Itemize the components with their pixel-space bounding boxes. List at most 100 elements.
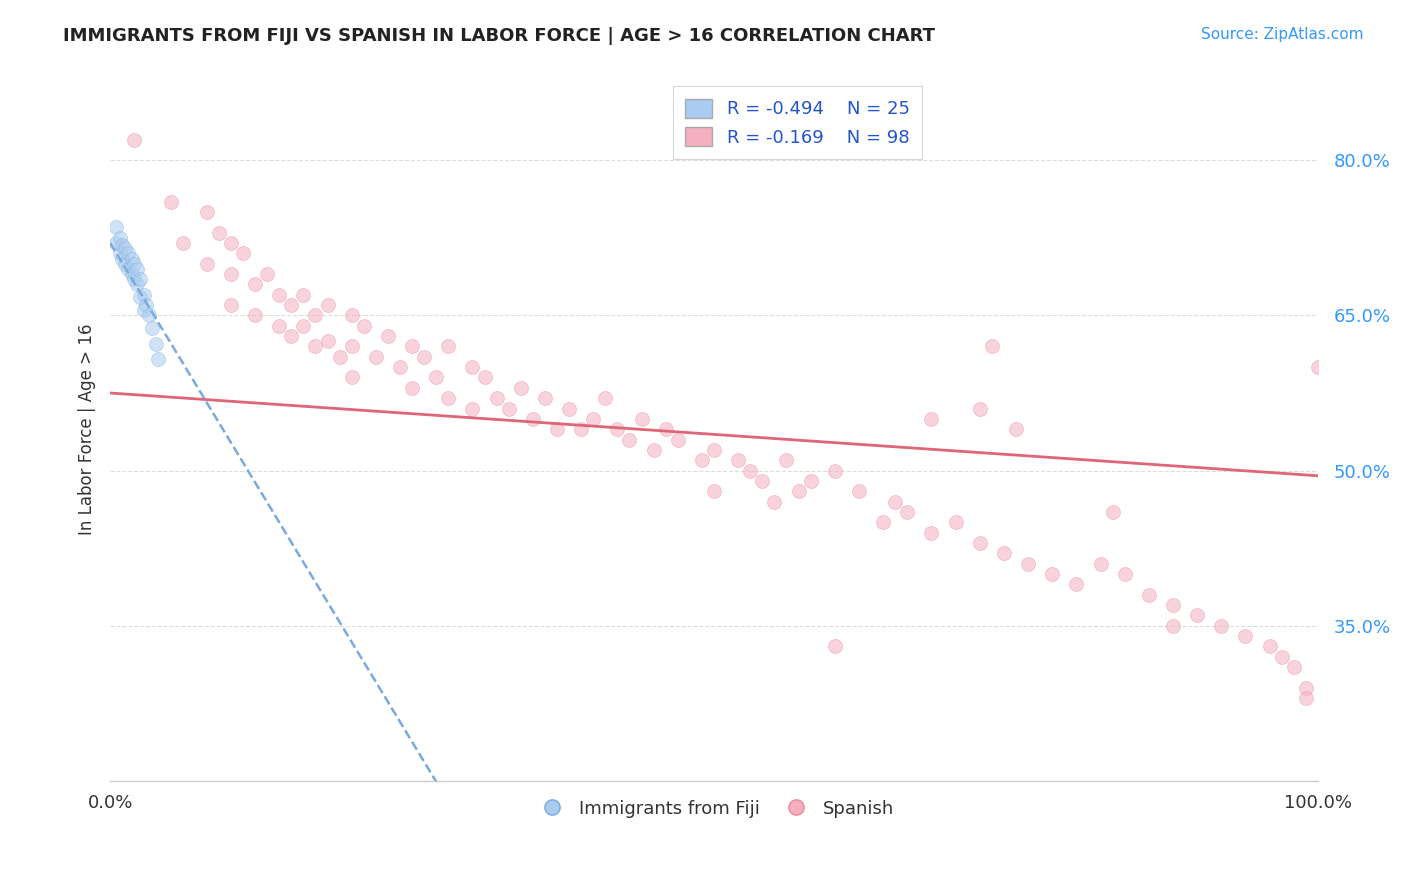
Point bbox=[1161, 598, 1184, 612]
Point bbox=[775, 453, 797, 467]
Text: Source: ZipAtlas.com: Source: ZipAtlas.com bbox=[1201, 27, 1364, 42]
Point bbox=[280, 329, 302, 343]
Point bbox=[1234, 629, 1257, 643]
Point bbox=[172, 235, 194, 250]
Point bbox=[558, 401, 581, 416]
Point bbox=[304, 309, 326, 323]
Point bbox=[884, 494, 907, 508]
Point bbox=[437, 339, 460, 353]
Point bbox=[232, 246, 254, 260]
Point bbox=[121, 267, 143, 281]
Point bbox=[219, 298, 242, 312]
Point bbox=[195, 205, 218, 219]
Point bbox=[377, 329, 399, 343]
Point bbox=[117, 246, 139, 260]
Point bbox=[1161, 619, 1184, 633]
Legend: Immigrants from Fiji, Spanish: Immigrants from Fiji, Spanish bbox=[527, 792, 901, 825]
Point bbox=[195, 257, 218, 271]
Point bbox=[316, 298, 339, 312]
Point bbox=[425, 370, 447, 384]
Point bbox=[219, 235, 242, 250]
Point bbox=[1258, 640, 1281, 654]
Point bbox=[129, 272, 152, 286]
Point bbox=[159, 194, 181, 209]
Point bbox=[125, 261, 148, 276]
Point bbox=[256, 267, 278, 281]
Point bbox=[353, 318, 375, 333]
Point bbox=[1306, 360, 1329, 375]
Point bbox=[145, 337, 167, 351]
Point bbox=[509, 381, 531, 395]
Point bbox=[1005, 422, 1028, 436]
Point bbox=[666, 433, 689, 447]
Point bbox=[108, 246, 131, 260]
Point bbox=[969, 401, 991, 416]
Point bbox=[1101, 505, 1123, 519]
Point bbox=[340, 339, 363, 353]
Point bbox=[401, 339, 423, 353]
Point bbox=[763, 494, 786, 508]
Point bbox=[208, 226, 231, 240]
Point bbox=[896, 505, 918, 519]
Point bbox=[848, 484, 870, 499]
Point bbox=[1282, 660, 1305, 674]
Point bbox=[787, 484, 810, 499]
Y-axis label: In Labor Force | Age > 16: In Labor Force | Age > 16 bbox=[79, 324, 96, 535]
Point bbox=[546, 422, 568, 436]
Point bbox=[269, 318, 291, 333]
Point bbox=[534, 391, 557, 405]
Point bbox=[280, 298, 302, 312]
Point bbox=[292, 287, 315, 301]
Point bbox=[654, 422, 676, 436]
Point bbox=[401, 381, 423, 395]
Point bbox=[105, 220, 128, 235]
Point bbox=[219, 267, 242, 281]
Point bbox=[872, 516, 894, 530]
Point bbox=[1040, 567, 1063, 582]
Point bbox=[920, 525, 942, 540]
Point bbox=[1114, 567, 1136, 582]
Point bbox=[364, 350, 387, 364]
Point bbox=[703, 442, 725, 457]
Point bbox=[606, 422, 628, 436]
Point bbox=[1090, 557, 1112, 571]
Point bbox=[108, 231, 131, 245]
Point bbox=[727, 453, 749, 467]
Point bbox=[582, 412, 605, 426]
Point bbox=[389, 360, 412, 375]
Point bbox=[1066, 577, 1088, 591]
Point bbox=[114, 241, 136, 255]
Point bbox=[243, 277, 266, 292]
Point bbox=[474, 370, 496, 384]
Point bbox=[304, 339, 326, 353]
Point bbox=[138, 309, 160, 323]
Point bbox=[1295, 691, 1317, 706]
Point bbox=[132, 287, 155, 301]
Point bbox=[485, 391, 508, 405]
Point bbox=[124, 272, 146, 286]
Point bbox=[148, 351, 170, 366]
Point bbox=[1017, 557, 1039, 571]
Point bbox=[569, 422, 592, 436]
Point bbox=[1137, 588, 1160, 602]
Point bbox=[117, 261, 139, 276]
Point bbox=[340, 309, 363, 323]
Point bbox=[141, 321, 163, 335]
Point bbox=[437, 391, 460, 405]
Point bbox=[824, 640, 846, 654]
Point bbox=[105, 235, 128, 250]
Point bbox=[824, 464, 846, 478]
Point bbox=[461, 360, 484, 375]
Point bbox=[920, 412, 942, 426]
Point bbox=[595, 391, 617, 405]
Point bbox=[121, 252, 143, 266]
Point bbox=[111, 252, 134, 266]
Point bbox=[413, 350, 436, 364]
Point bbox=[132, 303, 155, 318]
Point bbox=[969, 536, 991, 550]
Point bbox=[703, 484, 725, 499]
Point bbox=[980, 339, 1002, 353]
Point bbox=[340, 370, 363, 384]
Point bbox=[129, 290, 152, 304]
Point bbox=[329, 350, 352, 364]
